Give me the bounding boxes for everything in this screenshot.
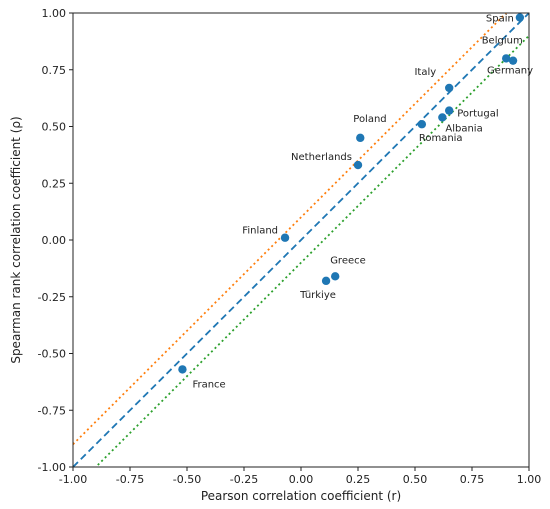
point-label-netherlands: Netherlands <box>291 152 352 163</box>
y-tick-label: 0.75 <box>42 64 67 77</box>
reference-lines <box>73 13 529 467</box>
point-label-greece: Greece <box>330 255 366 266</box>
point-label-belgium: Belgium <box>482 35 523 46</box>
data-point-finland <box>280 233 290 242</box>
data-points <box>178 13 525 374</box>
data-point-albania <box>438 113 447 122</box>
x-axis-label: Pearson correlation coefficient (r) <box>201 489 401 503</box>
point-label-france: France <box>192 379 225 390</box>
point-label-albania: Albania <box>445 123 482 134</box>
x-tick-label: 0.50 <box>403 473 428 486</box>
data-point-italy <box>445 83 454 93</box>
reference-line-dotted-2 <box>94 35 529 467</box>
point-label-romania: Romania <box>419 133 463 144</box>
x-tick-label: 1.00 <box>517 473 542 486</box>
y-axis-label: Spearman rank correlation coefficient (ρ… <box>9 116 23 363</box>
data-point-netherlands <box>353 160 363 170</box>
x-tick-label: -1.00 <box>59 473 87 486</box>
point-label-spain: Spain <box>486 14 514 25</box>
data-point-t-rkiye <box>321 276 331 286</box>
point-label-t-rkiye: Türkiye <box>299 290 336 301</box>
point-label-poland: Poland <box>353 114 386 125</box>
data-point-poland <box>356 133 365 143</box>
y-tick-label: 0.50 <box>42 121 67 134</box>
point-labels: Spain Belgium Germany Italy Portugal AlbaniaR… <box>192 14 533 391</box>
data-point-france <box>178 365 187 374</box>
y-tick-label: 0.25 <box>42 177 67 190</box>
y-tick-label: -0.50 <box>38 348 66 361</box>
y-tick-label: 1.00 <box>42 7 67 20</box>
x-tick-label: -0.25 <box>230 473 258 486</box>
data-point-germany <box>508 56 518 65</box>
y-tick-label: -0.75 <box>38 404 66 417</box>
x-tick-label: 0.75 <box>460 473 485 486</box>
point-label-italy: Italy <box>414 67 436 78</box>
data-point-portugal <box>445 106 454 115</box>
data-point-romania <box>417 120 427 129</box>
reference-line-dotted-1 <box>73 13 508 445</box>
point-label-finland: Finland <box>242 226 278 237</box>
point-label-portugal: Portugal <box>457 109 498 120</box>
reference-line-dashed-0 <box>73 13 529 467</box>
point-label-germany: Germany <box>487 66 533 77</box>
x-tick-label: 0.25 <box>346 473 371 486</box>
x-tick-label: -0.75 <box>116 473 144 486</box>
x-axis-ticks: -1.00 -0.75 -0.50 -0.25 0.00 0.25 0.50 0.75 1.00 <box>59 467 541 486</box>
y-axis-ticks: -1.00 -0.75 -0.50 -0.25 0.00 0.25 0.50 0.75 1.00 <box>38 7 73 474</box>
x-tick-label: -0.50 <box>173 473 201 486</box>
x-tick-label: 0.00 <box>289 473 314 486</box>
data-point-belgium <box>502 54 511 63</box>
y-tick-label: -1.00 <box>38 461 66 474</box>
y-tick-label: 0.00 <box>42 234 67 247</box>
data-point-greece <box>331 272 340 281</box>
data-point-spain <box>515 13 525 22</box>
y-tick-label: -0.25 <box>38 291 66 304</box>
